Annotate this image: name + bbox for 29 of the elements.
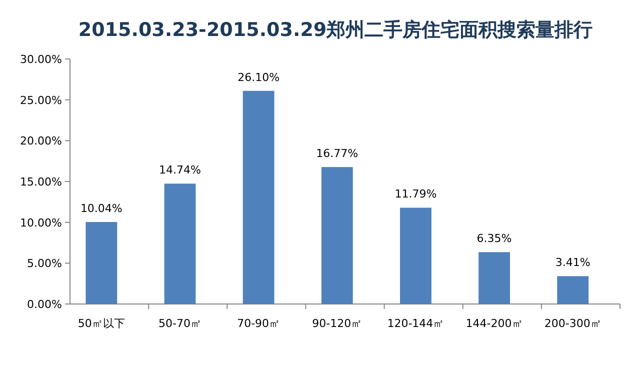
x-tick-label: 50㎡以下 [78, 317, 125, 330]
y-tick-label: 25.00% [20, 94, 62, 107]
y-tick-label: 5.00% [27, 257, 62, 270]
y-tick-label: 0.00% [27, 298, 62, 311]
y-tick-label: 30.00% [20, 53, 62, 66]
bar [86, 222, 118, 304]
x-tick-label: 144-200㎡ [466, 317, 523, 330]
bar [400, 208, 432, 304]
x-tick-label: 50-70㎡ [158, 317, 202, 330]
data-label: 11.79% [394, 188, 437, 201]
y-tick-label: 10.00% [20, 216, 62, 230]
y-tick-label: 20.00% [20, 134, 62, 148]
data-label: 10.04% [80, 202, 122, 216]
y-tick-label: 15.00% [20, 176, 62, 188]
data-label: 3.41% [555, 256, 590, 270]
data-label: 16.77% [316, 147, 358, 160]
bar [557, 276, 589, 304]
data-label: 26.10% [238, 70, 280, 84]
x-tick-label: 200-300㎡ [544, 317, 602, 330]
x-tick-label: 90-120㎡ [312, 317, 362, 330]
bar [164, 184, 196, 304]
data-label: 14.74% [159, 164, 201, 177]
bar [242, 90, 274, 304]
bar [478, 252, 510, 304]
chart-title: 2015.03.23-2015.03.29郑州二手房住宅面积搜索量排行 [78, 19, 593, 41]
x-tick-label: 120-144㎡ [387, 317, 444, 330]
data-label: 6.35% [476, 232, 512, 246]
bar [321, 167, 353, 304]
x-tick-label: 70-90㎡ [237, 317, 280, 330]
